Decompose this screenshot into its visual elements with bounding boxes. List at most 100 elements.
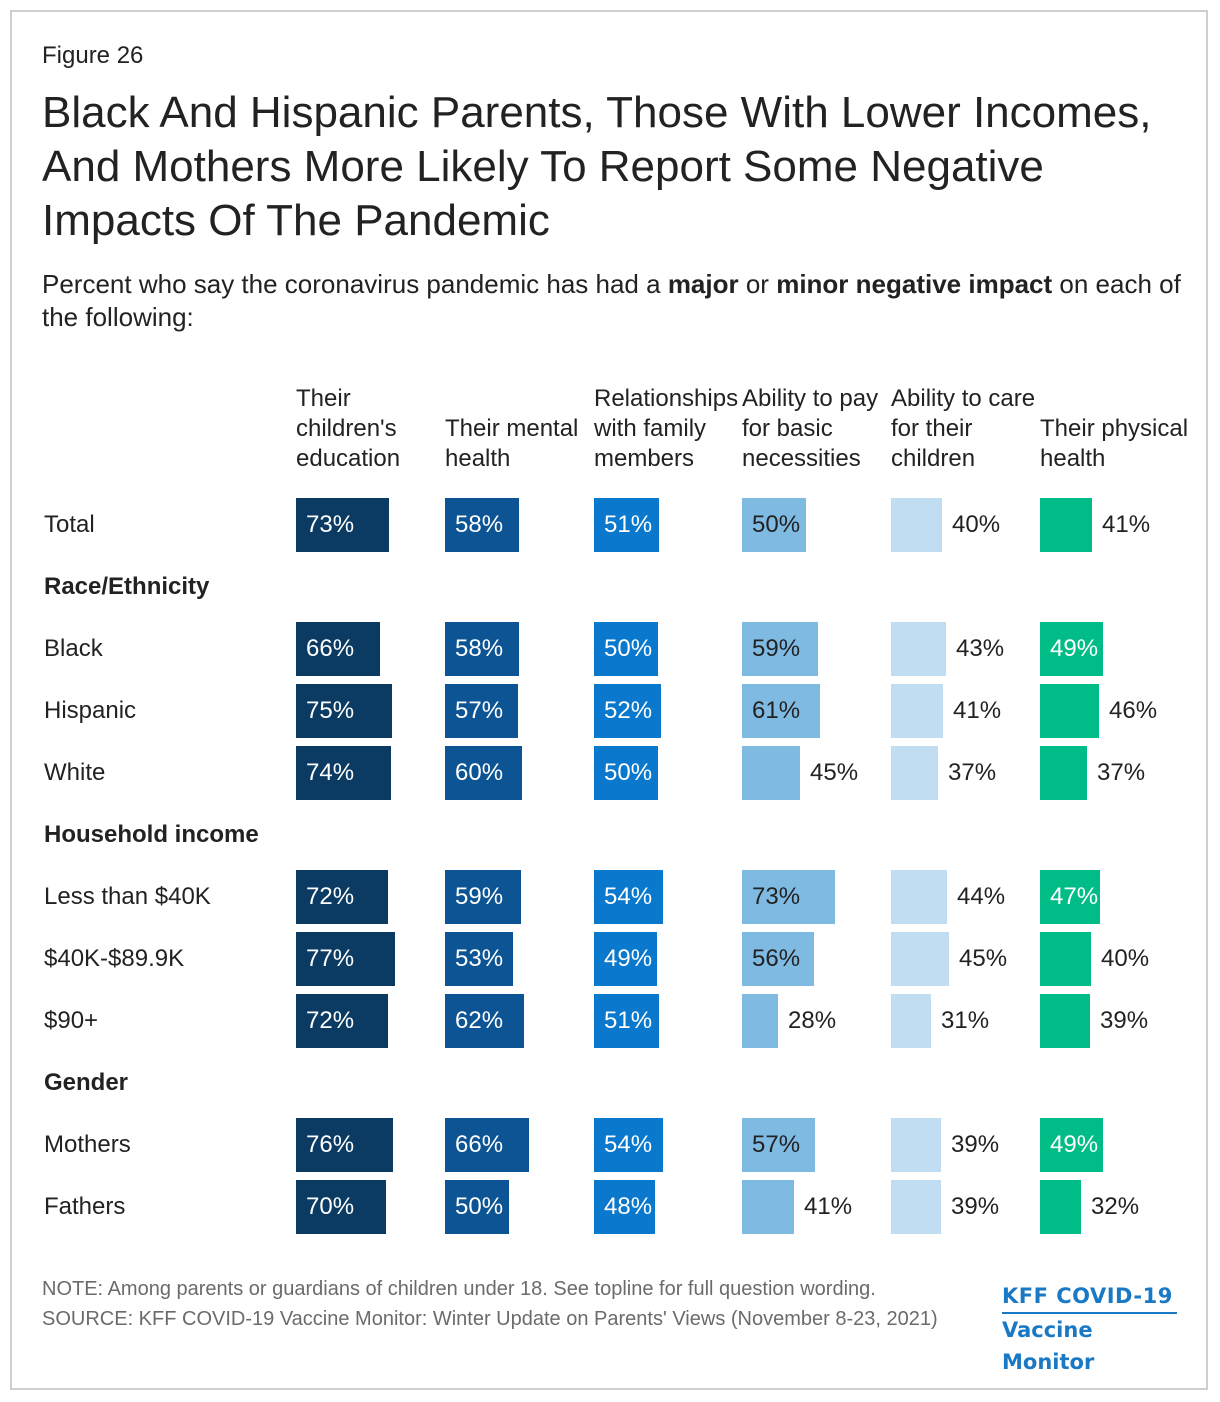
data-label-black-their-physical-health: 49% [1050, 635, 1099, 662]
row-label-40k-89-9k: $40K-$89.9K [44, 945, 185, 972]
bar-mothers-ability-to-pay-for-basic-necessities [742, 1118, 815, 1172]
data-label-hispanic-their-physical-health: 46% [1109, 697, 1158, 724]
data-label-40k-89-9k-their-physical-health: 40% [1101, 945, 1150, 972]
bar-90-their-children-s-education [296, 994, 388, 1048]
bar-mothers-relationships-with-family-members [594, 1118, 663, 1172]
data-label-hispanic-ability-to-pay-for-basic-necessities: 61% [752, 697, 801, 724]
bar-total-their-mental-health [445, 498, 519, 552]
bar-black-their-children-s-education [296, 622, 380, 676]
data-label-hispanic-their-children-s-education: 75% [306, 697, 355, 724]
bar-white-their-physical-health [1040, 746, 1087, 800]
data-label-total-ability-to-pay-for-basic-necessities: 50% [752, 511, 801, 538]
bar-less-than-40k-ability-to-care-for-their-children [891, 870, 947, 924]
data-label-90-their-children-s-education: 72% [306, 1007, 355, 1034]
bar-white-ability-to-care-for-their-children [891, 746, 938, 800]
bar-40k-89-9k-their-children-s-education [296, 932, 395, 986]
data-label-90-ability-to-pay-for-basic-necessities: 28% [788, 1007, 837, 1034]
data-label-total-their-mental-health: 58% [455, 511, 504, 538]
bar-black-their-physical-health [1040, 622, 1103, 676]
bar-total-ability-to-pay-for-basic-necessities [742, 498, 806, 552]
data-label-white-their-mental-health: 60% [455, 759, 504, 786]
data-label-less-than-40k-relationships-with-family-members: 54% [604, 883, 653, 910]
note-text: NOTE: Among parents or guardians of chil… [42, 1278, 876, 1300]
data-label-hispanic-ability-to-care-for-their-children: 41% [953, 697, 1002, 724]
row-label-less-than-40k: Less than $40K [44, 883, 211, 910]
data-label-white-ability-to-pay-for-basic-necessities: 45% [810, 759, 859, 786]
data-label-hispanic-their-mental-health: 57% [455, 697, 504, 724]
figure-label: Figure 26 [42, 42, 144, 69]
bar-white-relationships-with-family-members [594, 746, 658, 800]
data-label-fathers-their-mental-health: 50% [455, 1193, 504, 1220]
bar-40k-89-9k-relationships-with-family-members [594, 932, 657, 986]
bar-90-relationships-with-family-members [594, 994, 659, 1048]
data-label-40k-89-9k-ability-to-pay-for-basic-necessities: 56% [752, 945, 801, 972]
data-label-mothers-relationships-with-family-members: 54% [604, 1131, 653, 1158]
data-label-fathers-relationships-with-family-members: 48% [604, 1193, 653, 1220]
data-label-90-their-mental-health: 62% [455, 1007, 504, 1034]
logo-line-1: KFF COVID-19 [1002, 1282, 1177, 1314]
data-label-fathers-ability-to-care-for-their-children: 39% [951, 1193, 1000, 1220]
bar-40k-89-9k-ability-to-care-for-their-children [891, 932, 949, 986]
row-label-hispanic: Hispanic [44, 697, 137, 724]
data-label-total-ability-to-care-for-their-children: 40% [952, 511, 1001, 538]
logo-line-2: Vaccine Monitor [1002, 1318, 1095, 1374]
bar-fathers-ability-to-pay-for-basic-necessities [742, 1180, 794, 1234]
column-header-their-children-s-education: Their children's education [296, 385, 401, 472]
data-label-white-ability-to-care-for-their-children: 37% [948, 759, 997, 786]
bar-hispanic-their-mental-health [445, 684, 518, 738]
bar-fathers-ability-to-care-for-their-children [891, 1180, 941, 1234]
kff-logo: KFF COVID-19 Vaccine Monitor [1002, 1282, 1177, 1378]
data-label-black-ability-to-care-for-their-children: 43% [956, 635, 1005, 662]
data-label-hispanic-relationships-with-family-members: 52% [604, 697, 653, 724]
bar-total-their-children-s-education [296, 498, 389, 552]
bar-fathers-their-children-s-education [296, 1180, 386, 1234]
bar-90-their-mental-health [445, 994, 524, 1048]
bar-hispanic-their-physical-health [1040, 684, 1099, 738]
data-label-40k-89-9k-their-children-s-education: 77% [306, 945, 355, 972]
data-label-mothers-their-mental-health: 66% [455, 1131, 504, 1158]
bar-fathers-relationships-with-family-members [594, 1180, 655, 1234]
data-label-white-their-physical-health: 37% [1097, 759, 1146, 786]
figure-frame [10, 10, 1208, 1390]
data-label-total-their-physical-health: 41% [1102, 511, 1151, 538]
bar-90-ability-to-care-for-their-children [891, 994, 931, 1048]
footnotes: NOTE: Among parents or guardians of chil… [42, 1274, 982, 1334]
bar-mothers-their-mental-health [445, 1118, 529, 1172]
data-label-total-relationships-with-family-members: 51% [604, 511, 653, 538]
bar-total-relationships-with-family-members [594, 498, 659, 552]
row-label-fathers: Fathers [44, 1193, 126, 1220]
column-header-ability-to-pay-for-basic-necessities: Ability to pay for basic necessities [742, 385, 879, 472]
data-label-fathers-their-physical-health: 32% [1091, 1193, 1140, 1220]
data-label-mothers-ability-to-care-for-their-children: 39% [951, 1131, 1000, 1158]
column-header-relationships-with-family-members: Relationships with family members [594, 385, 739, 472]
data-label-less-than-40k-ability-to-pay-for-basic-necessities: 73% [752, 883, 801, 910]
data-label-mothers-ability-to-pay-for-basic-necessities: 57% [752, 1131, 801, 1158]
subtitle-text-3: on each of the following: [42, 269, 1181, 332]
group-label-gender: Gender [44, 1069, 129, 1096]
bar-mothers-ability-to-care-for-their-children [891, 1118, 941, 1172]
bar-white-their-children-s-education [296, 746, 391, 800]
bar-less-than-40k-their-children-s-education [296, 870, 388, 924]
data-label-white-relationships-with-family-members: 50% [604, 759, 653, 786]
data-label-40k-89-9k-relationships-with-family-members: 49% [604, 945, 653, 972]
bar-black-ability-to-care-for-their-children [891, 622, 946, 676]
data-label-fathers-their-children-s-education: 70% [306, 1193, 355, 1220]
data-label-less-than-40k-ability-to-care-for-their-children: 44% [957, 883, 1006, 910]
bar-40k-89-9k-their-physical-health [1040, 932, 1091, 986]
data-label-less-than-40k-their-mental-health: 59% [455, 883, 504, 910]
group-label-race-ethnicity: Race/Ethnicity [44, 573, 210, 600]
data-label-black-their-mental-health: 58% [455, 635, 504, 662]
bar-black-ability-to-pay-for-basic-necessities [742, 622, 818, 676]
data-label-black-relationships-with-family-members: 50% [604, 635, 653, 662]
row-label-90: $90+ [44, 1007, 99, 1034]
bar-total-ability-to-care-for-their-children [891, 498, 942, 552]
row-label-total: Total [44, 511, 95, 538]
data-label-less-than-40k-their-physical-health: 47% [1050, 883, 1099, 910]
bar-fathers-their-physical-health [1040, 1180, 1081, 1234]
data-label-black-ability-to-pay-for-basic-necessities: 59% [752, 635, 801, 662]
bar-hispanic-ability-to-care-for-their-children [891, 684, 943, 738]
chart-title: Black And Hispanic Parents, Those With L… [42, 88, 1152, 245]
data-label-mothers-their-children-s-education: 76% [306, 1131, 355, 1158]
data-label-mothers-their-physical-health: 49% [1050, 1131, 1099, 1158]
row-label-white: White [44, 759, 106, 786]
